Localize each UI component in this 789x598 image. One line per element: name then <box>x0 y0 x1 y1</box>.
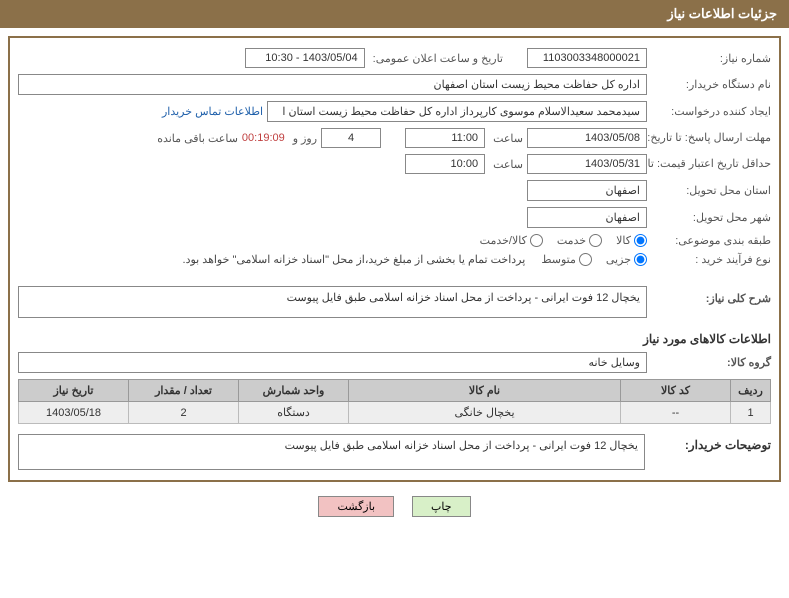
deadline-label: مهلت ارسال پاسخ: تا تاریخ: <box>651 131 771 145</box>
th-qty: تعداد / مقدار <box>129 380 239 402</box>
table-row: 1 -- یخچال خانگی دستگاه 2 1403/05/18 <box>19 402 771 424</box>
province-label: استان محل تحویل: <box>651 184 771 197</box>
td-date: 1403/05/18 <box>19 402 129 424</box>
page-title: جزئیات اطلاعات نیاز <box>667 6 777 21</box>
radio-goods[interactable]: کالا <box>616 234 647 247</box>
goods-group-label: گروه کالا: <box>651 356 771 369</box>
row-goods-group: گروه کالا: وسایل خانه <box>18 352 771 373</box>
row-requester: ایجاد کننده درخواست: سیدمحمد سعیدالاسلام… <box>18 101 771 122</box>
th-unit: واحد شمارش <box>239 380 349 402</box>
td-code: -- <box>621 402 731 424</box>
radio-partial-input[interactable] <box>634 253 647 266</box>
deadline-date: 1403/05/08 <box>527 128 647 148</box>
validity-label: حداقل تاریخ اعتبار قیمت: تا تاریخ: <box>651 157 771 171</box>
buyer-org-value: اداره کل حفاظت محیط زیست استان اصفهان <box>18 74 647 95</box>
page-header: جزئیات اطلاعات نیاز <box>0 0 789 28</box>
radio-goods-service[interactable]: کالا/خدمت <box>480 234 543 247</box>
row-general-desc: شرح کلی نیاز: یخچال 12 فوت ایرانی - پردا… <box>18 286 771 322</box>
announce-label: تاریخ و ساعت اعلان عمومی: <box>369 52 503 65</box>
td-unit: دستگاه <box>239 402 349 424</box>
row-need-number: شماره نیاز: 1103003348000021 تاریخ و ساع… <box>18 48 771 68</box>
category-label: طبقه بندی موضوعی: <box>651 234 771 247</box>
general-desc-label: شرح کلی نیاز: <box>651 286 771 305</box>
buyer-notes-value: یخچال 12 فوت ایرانی - پرداخت از محل اسنا… <box>18 434 645 470</box>
radio-goods-input[interactable] <box>634 234 647 247</box>
buyer-notes-label: توضیحات خریدار: <box>651 434 771 470</box>
row-process: نوع فرآیند خرید : جزیی متوسط پرداخت تمام… <box>18 253 771 266</box>
radio-partial-label: جزیی <box>606 253 631 266</box>
goods-table: ردیف کد کالا نام کالا واحد شمارش تعداد /… <box>18 379 771 424</box>
td-row: 1 <box>731 402 771 424</box>
row-category: طبقه بندی موضوعی: کالا خدمت کالا/خدمت <box>18 234 771 247</box>
radio-medium[interactable]: متوسط <box>541 253 592 266</box>
td-name: یخچال خانگی <box>349 402 621 424</box>
goods-group-value: وسایل خانه <box>18 352 647 373</box>
th-date: تاریخ نیاز <box>19 380 129 402</box>
deadline-time: 11:00 <box>405 128 485 148</box>
validity-time-label: ساعت <box>489 158 523 171</box>
row-buyer-notes: توضیحات خریدار: یخچال 12 فوت ایرانی - پر… <box>18 434 771 470</box>
city-label: شهر محل تحویل: <box>651 211 771 224</box>
th-code: کد کالا <box>621 380 731 402</box>
need-number-value: 1103003348000021 <box>527 48 647 68</box>
goods-info-title: اطلاعات کالاهای مورد نیاز <box>18 332 771 346</box>
payment-note: پرداخت تمام یا بخشی از مبلغ خرید،از محل … <box>18 253 525 266</box>
validity-date: 1403/05/31 <box>527 154 647 174</box>
radio-service-label: خدمت <box>557 234 586 247</box>
main-panel: شماره نیاز: 1103003348000021 تاریخ و ساع… <box>8 36 781 482</box>
table-header-row: ردیف کد کالا نام کالا واحد شمارش تعداد /… <box>19 380 771 402</box>
requester-value: سیدمحمد سعیدالاسلام موسوی کارپرداز اداره… <box>267 101 647 122</box>
general-desc-value: یخچال 12 فوت ایرانی - پرداخت از محل اسنا… <box>18 286 647 318</box>
th-row: ردیف <box>731 380 771 402</box>
need-number-label: شماره نیاز: <box>651 52 771 65</box>
city-value: اصفهان <box>527 207 647 228</box>
radio-service[interactable]: خدمت <box>557 234 602 247</box>
province-value: اصفهان <box>527 180 647 201</box>
validity-time: 10:00 <box>405 154 485 174</box>
row-deadline: مهلت ارسال پاسخ: تا تاریخ: 1403/05/08 سا… <box>18 128 771 148</box>
process-radio-group: جزیی متوسط <box>541 253 647 266</box>
requester-label: ایجاد کننده درخواست: <box>651 105 771 118</box>
buyer-org-label: نام دستگاه خریدار: <box>651 78 771 91</box>
radio-goods-service-label: کالا/خدمت <box>480 234 527 247</box>
button-row: چاپ بازگشت <box>0 496 789 517</box>
row-city: شهر محل تحویل: اصفهان <box>18 207 771 228</box>
td-qty: 2 <box>129 402 239 424</box>
radio-partial[interactable]: جزیی <box>606 253 647 266</box>
back-button[interactable]: بازگشت <box>318 496 394 517</box>
th-name: نام کالا <box>349 380 621 402</box>
radio-goods-service-input[interactable] <box>530 234 543 247</box>
buyer-contact-link[interactable]: اطلاعات تماس خریدار <box>162 105 263 118</box>
countdown-time: 00:19:09 <box>242 132 285 144</box>
radio-medium-label: متوسط <box>541 253 576 266</box>
radio-goods-label: کالا <box>616 234 631 247</box>
row-buyer-org: نام دستگاه خریدار: اداره کل حفاظت محیط ز… <box>18 74 771 95</box>
radio-medium-input[interactable] <box>579 253 592 266</box>
row-province: استان محل تحویل: اصفهان <box>18 180 771 201</box>
row-validity: حداقل تاریخ اعتبار قیمت: تا تاریخ: 1403/… <box>18 154 771 174</box>
days-remaining: 4 <box>321 128 381 148</box>
announce-value: 1403/05/04 - 10:30 <box>245 48 365 68</box>
category-radio-group: کالا خدمت کالا/خدمت <box>480 234 647 247</box>
days-and-label: روز و <box>289 132 317 145</box>
deadline-time-label: ساعت <box>489 132 523 145</box>
process-label: نوع فرآیند خرید : <box>651 253 771 266</box>
remaining-suffix: ساعت باقی مانده <box>153 132 238 145</box>
print-button[interactable]: چاپ <box>412 496 471 517</box>
radio-service-input[interactable] <box>589 234 602 247</box>
